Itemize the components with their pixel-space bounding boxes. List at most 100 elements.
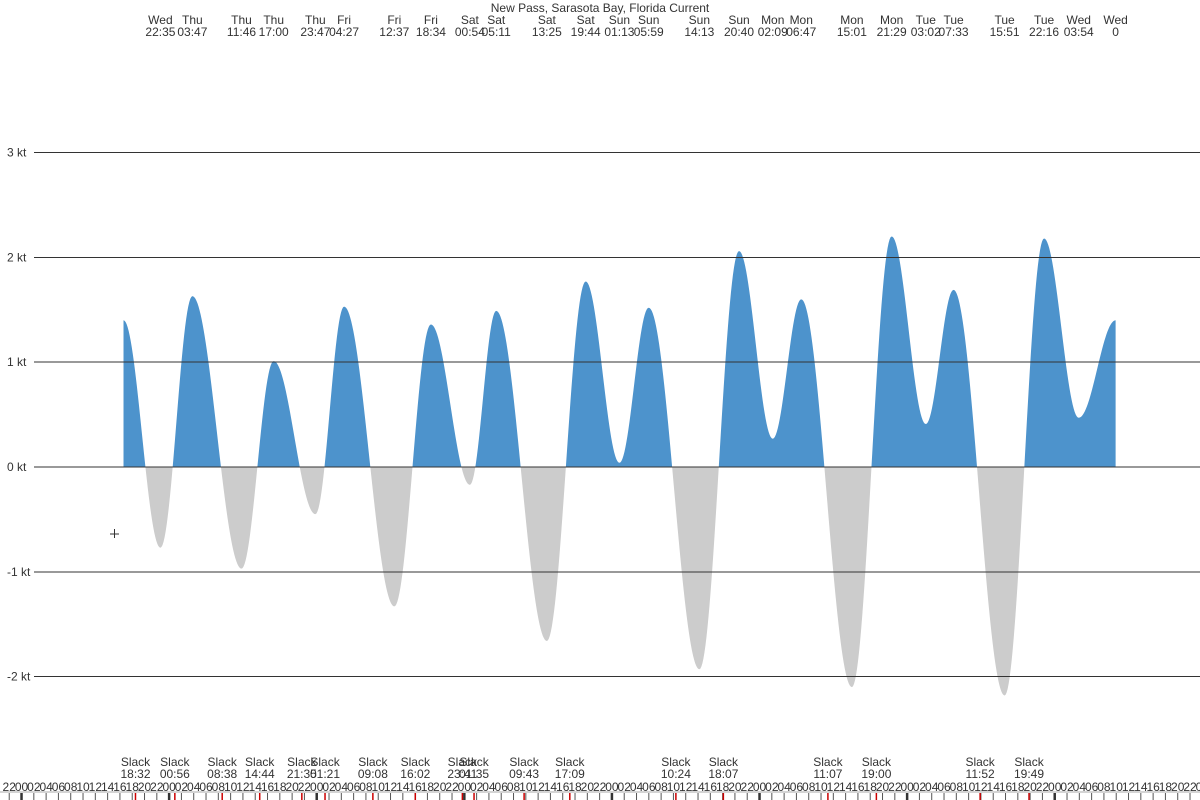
extreme-day-label: Thu [305, 13, 326, 27]
extreme-time-label: 02:09 [758, 25, 788, 39]
slack-label: Slack [555, 755, 585, 769]
y-tick-label: 0 kt [7, 460, 27, 474]
slack-time-label: 18:32 [120, 767, 150, 781]
extreme-day-label: Sat [487, 13, 506, 27]
chart-title: New Pass, Sarasota Bay, Florida Current [491, 1, 710, 15]
extreme-time-label: 18:34 [416, 25, 446, 39]
hour-tick-label: 04 [630, 780, 644, 794]
extreme-time-label: 01:13 [604, 25, 634, 39]
hour-tick-label: 18 [716, 780, 730, 794]
hour-tick-label: 02 [913, 780, 927, 794]
hour-tick-label: 18 [273, 780, 287, 794]
slack-label: Slack [160, 755, 190, 769]
extreme-day-label: Wed [1066, 13, 1090, 27]
hour-tick-label: 00 [900, 780, 914, 794]
hour-tick-label: 22 [150, 780, 164, 794]
extreme-day-label: Tue [1034, 13, 1055, 27]
extreme-time-label: 12:37 [379, 25, 409, 39]
slack-label: Slack [121, 755, 151, 769]
hour-tick-label: 00 [605, 780, 619, 794]
hour-tick-label: 02 [175, 780, 189, 794]
hour-tick-label: 10 [814, 780, 828, 794]
slack-label: Slack [310, 755, 340, 769]
slack-label: Slack [661, 755, 691, 769]
extreme-day-label: Sun [609, 13, 630, 27]
slack-time-label: 11:52 [966, 767, 995, 781]
hour-tick-label: 22 [741, 780, 755, 794]
y-tick-label: -1 kt [7, 565, 31, 579]
hour-tick-label: 20 [138, 780, 152, 794]
slack-time-label: 19:00 [861, 767, 891, 781]
slack-label: Slack [448, 755, 478, 769]
slack-label: Slack [709, 755, 739, 769]
hour-tick-label: 12 [679, 780, 693, 794]
hour-tick-label: 08 [1097, 780, 1111, 794]
extreme-day-label: Mon [761, 13, 784, 27]
slack-label: Slack [459, 755, 489, 769]
hour-tick-label: 16 [556, 780, 570, 794]
flood-area [123, 236, 1116, 467]
hour-tick-label: 18 [864, 780, 878, 794]
slack-label: Slack [208, 755, 238, 769]
hour-tick-label: 00 [310, 780, 324, 794]
hour-tick-label: 02 [1060, 780, 1074, 794]
hour-tick-label: 08 [654, 780, 668, 794]
slack-time-label: 23:41 [447, 767, 477, 781]
hour-tick-label: 06 [937, 780, 951, 794]
extreme-labels: Wed22:35Thu03:47Thu11:46Thu17:00Thu23:47… [145, 13, 1127, 39]
hour-tick-label: 02 [765, 780, 779, 794]
hour-tick-label: 10 [1110, 780, 1124, 794]
hour-tick-label: 12 [1122, 780, 1136, 794]
hour-tick-label: 08 [359, 780, 373, 794]
current-curve [123, 236, 1116, 696]
hour-tick-label: 20 [728, 780, 742, 794]
hour-tick-label: 12 [89, 780, 103, 794]
extreme-day-label: Thu [231, 13, 252, 27]
hour-tick-label: 20 [581, 780, 595, 794]
hour-tick-label: 20 [285, 780, 299, 794]
slack-time-label: 09:43 [509, 767, 539, 781]
extreme-day-label: Tue [943, 13, 964, 27]
hour-tick-label: 22 [3, 780, 17, 794]
hour-tick-label: 10 [224, 780, 238, 794]
extreme-time-label: 0 [1112, 25, 1119, 39]
hour-tick-label: 04 [777, 780, 791, 794]
slack-time-label: 09:08 [358, 767, 388, 781]
extreme-day-label: Thu [263, 13, 284, 27]
slack-labels: Slack18:32Slack00:56Slack08:38Slack14:44… [120, 755, 1044, 781]
extreme-time-label: 11:46 [227, 25, 256, 39]
hour-tick-label: 20 [876, 780, 890, 794]
extreme-day-label: Fri [337, 13, 351, 27]
hour-tick-label: 04 [335, 780, 349, 794]
hour-tick-label: 12 [384, 780, 398, 794]
y-tick-label: -2 kt [7, 670, 31, 684]
extreme-day-label: Sat [461, 13, 480, 27]
ebb-area [123, 467, 1116, 696]
hour-tick-label: 10 [519, 780, 533, 794]
extreme-time-label: 20:40 [724, 25, 754, 39]
slack-time-label: 08:38 [207, 767, 237, 781]
extreme-time-label: 21:29 [877, 25, 907, 39]
extreme-day-label: Sat [577, 13, 596, 27]
hour-tick-label: 00 [753, 780, 767, 794]
hour-tick-label: 14 [691, 780, 705, 794]
extreme-day-label: Wed [148, 13, 172, 27]
grid-lines: 3 kt 2 kt 1 kt 0 kt -1 kt -2 kt [7, 146, 1200, 684]
hour-tick-label: 22 [298, 780, 312, 794]
slack-label: Slack [862, 755, 892, 769]
slack-label: Slack [509, 755, 539, 769]
extreme-time-label: 05:59 [634, 25, 664, 39]
extreme-time-label: 22:35 [145, 25, 175, 39]
extreme-time-label: 17:00 [259, 25, 289, 39]
extreme-day-label: Wed [1103, 13, 1127, 27]
hour-tick-label: 22 [888, 780, 902, 794]
slack-time-label: 14:44 [245, 767, 275, 781]
slack-time-label: 17:09 [555, 767, 585, 781]
slack-time-label: 11:07 [813, 767, 842, 781]
hour-tick-label: 14 [987, 780, 1001, 794]
extreme-time-label: 03:54 [1064, 25, 1094, 39]
slack-time-label: 01:35 [459, 767, 489, 781]
hour-tick-label: 08 [212, 780, 226, 794]
hour-tick-label: 04 [482, 780, 496, 794]
slack-label: Slack [287, 755, 317, 769]
